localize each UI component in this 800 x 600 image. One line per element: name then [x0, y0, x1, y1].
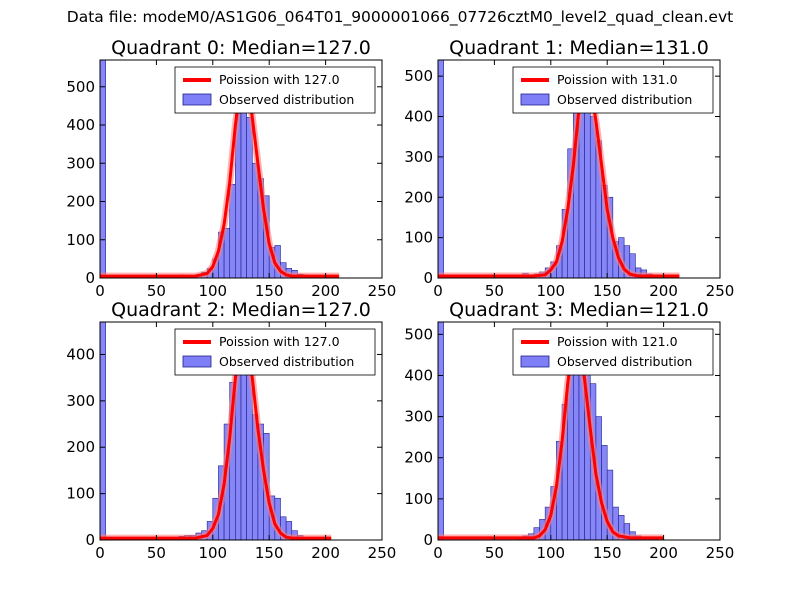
axes-frame	[437, 59, 721, 279]
legend: Poission with 127.0 Observed distribution	[174, 328, 376, 376]
legend-bar-label: Observed distribution	[557, 92, 692, 107]
y-tick-label: 500	[66, 78, 95, 96]
axes-frame	[437, 321, 721, 541]
legend-bar-swatch	[520, 93, 550, 106]
chart-quadrant-2: 0 50 100 150 200 250 0 100 200 300 400 Quadrant 2: …	[66, 299, 396, 562]
x-tick-label: 150	[593, 544, 622, 562]
legend: Poission with 121.0 Observed distribution	[512, 328, 714, 376]
y-tick-label: 100	[404, 229, 433, 247]
figure-title: Data file: modeM0/AS1G06_064T01_90000010…	[66, 8, 734, 26]
chart-title: Quadrant 1: Median=131.0	[449, 37, 709, 59]
axes-frame	[99, 321, 383, 541]
histogram-bar	[438, 60, 444, 278]
y-tick-label: 400	[404, 366, 433, 384]
y-tick-label: 200	[66, 193, 95, 211]
y-tick-label: 0	[423, 269, 433, 287]
y-tick-label: 0	[85, 269, 95, 287]
x-tick-label: 250	[706, 282, 735, 300]
legend-line-label: Poission with 131.0	[557, 72, 678, 87]
x-tick-label: 250	[368, 544, 397, 562]
x-tick-label: 200	[649, 544, 678, 562]
chart-quadrant-1: 0 50 100 150 200 250 0 100 200 300 400 500 Quadrant …	[404, 37, 734, 300]
chart-title: Quadrant 0: Median=127.0	[111, 37, 371, 59]
histogram-bar	[438, 322, 444, 540]
legend-bar-swatch	[520, 355, 550, 368]
legend: Poission with 127.0 Observed distribution	[174, 66, 376, 114]
legend: Poission with 131.0 Observed distribution	[512, 66, 714, 114]
chart-quadrant-3: 0 50 100 150 200 250 0 100 200 300 400 500 Quadrant …	[404, 299, 734, 562]
histogram-bar	[606, 469, 614, 540]
legend-bar-swatch	[182, 93, 212, 106]
y-tick-label: 0	[423, 531, 433, 549]
y-tick-label: 100	[404, 490, 433, 508]
y-tick-label: 500	[404, 325, 433, 343]
x-tick-label: 0	[433, 544, 443, 562]
y-tick-label: 200	[66, 438, 95, 456]
x-tick-label: 200	[649, 282, 678, 300]
x-tick-label: 100	[536, 544, 565, 562]
histogram-bar	[246, 117, 253, 278]
legend-bar-label: Observed distribution	[219, 354, 354, 369]
x-tick-label: 100	[198, 282, 227, 300]
x-tick-label: 0	[95, 282, 105, 300]
x-tick-label: 50	[147, 544, 166, 562]
x-tick-label: 0	[95, 544, 105, 562]
x-tick-label: 50	[485, 544, 504, 562]
y-tick-label: 300	[66, 392, 95, 410]
y-tick-label: 500	[404, 67, 433, 85]
legend-line-label: Poission with 127.0	[219, 72, 340, 87]
x-tick-label: 250	[368, 282, 397, 300]
y-tick-label: 400	[66, 116, 95, 134]
y-tick-label: 400	[66, 345, 95, 363]
y-tick-label: 300	[404, 408, 433, 426]
y-tick-label: 0	[85, 531, 95, 549]
x-tick-label: 50	[147, 282, 166, 300]
legend-bar-swatch	[182, 355, 212, 368]
axes-frame	[99, 59, 383, 279]
histogram-bar	[100, 60, 106, 278]
x-tick-label: 0	[433, 282, 443, 300]
x-tick-label: 150	[255, 544, 284, 562]
x-tick-label: 250	[706, 544, 735, 562]
y-tick-label: 200	[404, 449, 433, 467]
histogram-bar	[584, 96, 591, 278]
x-tick-label: 100	[536, 282, 565, 300]
chart-title: Quadrant 3: Median=121.0	[449, 299, 709, 321]
x-tick-label: 150	[593, 282, 622, 300]
y-tick-label: 100	[66, 485, 95, 503]
legend-line-label: Poission with 127.0	[219, 334, 340, 349]
x-tick-label: 100	[198, 544, 227, 562]
x-tick-label: 200	[311, 282, 340, 300]
histogram-bar	[100, 322, 106, 540]
legend-bar-label: Observed distribution	[557, 354, 692, 369]
x-tick-label: 50	[485, 282, 504, 300]
legend-bar-label: Observed distribution	[219, 92, 354, 107]
y-tick-label: 300	[404, 148, 433, 166]
x-tick-label: 150	[255, 282, 284, 300]
chart-title: Quadrant 2: Median=127.0	[111, 299, 371, 321]
chart-quadrant-0: 0 50 100 150 200 250 0 100 200 300 400 500 Quadrant …	[66, 37, 396, 300]
y-tick-label: 100	[66, 231, 95, 249]
y-tick-label: 200	[404, 188, 433, 206]
y-tick-label: 400	[404, 108, 433, 126]
legend-line-label: Poission with 121.0	[557, 334, 678, 349]
y-tick-label: 300	[66, 154, 95, 172]
x-tick-label: 200	[311, 544, 340, 562]
